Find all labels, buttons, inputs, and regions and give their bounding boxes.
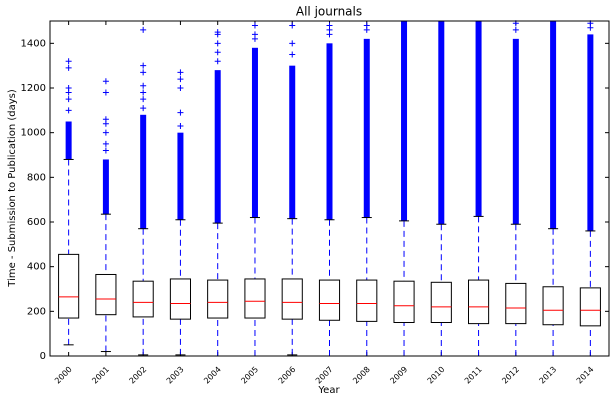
- box: [58, 253, 80, 319]
- flier-band: [438, 21, 445, 225]
- flier: [214, 29, 221, 36]
- flier: [140, 82, 147, 89]
- box: [505, 282, 527, 325]
- x-axis-label: Year: [317, 385, 340, 396]
- flier: [177, 109, 184, 116]
- flier: [140, 96, 147, 103]
- flier: [65, 58, 72, 65]
- chart-title: All journals: [296, 5, 362, 19]
- box: [207, 279, 229, 319]
- flier-band: [177, 132, 184, 220]
- flier-band: [587, 34, 594, 231]
- flier: [102, 89, 109, 96]
- flier: [140, 62, 147, 69]
- box: [579, 287, 601, 327]
- flier-band: [65, 121, 72, 160]
- flier: [289, 51, 296, 58]
- flier: [363, 22, 370, 29]
- flier-band: [512, 38, 519, 225]
- flier: [140, 105, 147, 112]
- y-tick-label: 200: [27, 306, 46, 317]
- y-tick-label: 1400: [21, 38, 46, 49]
- flier-band: [251, 47, 258, 218]
- flier: [289, 22, 296, 29]
- y-tick-label: 1200: [21, 83, 46, 94]
- y-tick-label: 1000: [21, 128, 46, 139]
- box: [468, 279, 490, 325]
- flier: [177, 76, 184, 83]
- flier: [214, 58, 221, 65]
- flier: [102, 147, 109, 154]
- flier: [251, 31, 258, 38]
- flier-band: [363, 38, 370, 218]
- y-tick-label: 600: [27, 217, 46, 228]
- flier: [65, 85, 72, 91]
- flier: [140, 26, 147, 33]
- y-tick-label: 0: [40, 351, 46, 362]
- flier-band: [102, 159, 109, 215]
- flier: [326, 22, 333, 29]
- flier: [289, 40, 296, 47]
- box: [393, 280, 415, 323]
- flier: [512, 26, 519, 33]
- y-tick-label: 400: [27, 262, 46, 273]
- y-axis-label: Time - Submission to Publication (days): [7, 89, 18, 288]
- flier: [65, 107, 72, 114]
- box: [169, 278, 191, 320]
- flier: [140, 69, 147, 76]
- box: [542, 286, 564, 326]
- flier: [177, 85, 184, 91]
- box: [244, 278, 266, 319]
- flier: [65, 64, 72, 71]
- flier: [177, 69, 184, 76]
- flier-band: [214, 70, 221, 224]
- flier: [214, 49, 221, 56]
- flier: [102, 116, 109, 123]
- box: [132, 280, 154, 318]
- flier: [102, 129, 109, 136]
- y-tick-label: 800: [27, 172, 46, 183]
- flier-band: [289, 65, 296, 219]
- flier: [102, 78, 109, 85]
- box: [281, 278, 303, 320]
- plot-frame: [49, 20, 610, 357]
- flier-band: [140, 114, 147, 229]
- flier: [177, 122, 184, 129]
- flier-band: [475, 21, 482, 217]
- box: [356, 279, 378, 322]
- flier-band: [326, 43, 333, 220]
- box: [430, 281, 452, 323]
- flier: [214, 40, 221, 47]
- flier: [65, 96, 72, 103]
- flier: [102, 140, 109, 147]
- flier: [140, 89, 147, 96]
- box: [318, 279, 341, 321]
- box: [95, 273, 117, 316]
- flier-band: [550, 21, 557, 229]
- flier-band: [401, 21, 408, 221]
- flier: [251, 22, 258, 29]
